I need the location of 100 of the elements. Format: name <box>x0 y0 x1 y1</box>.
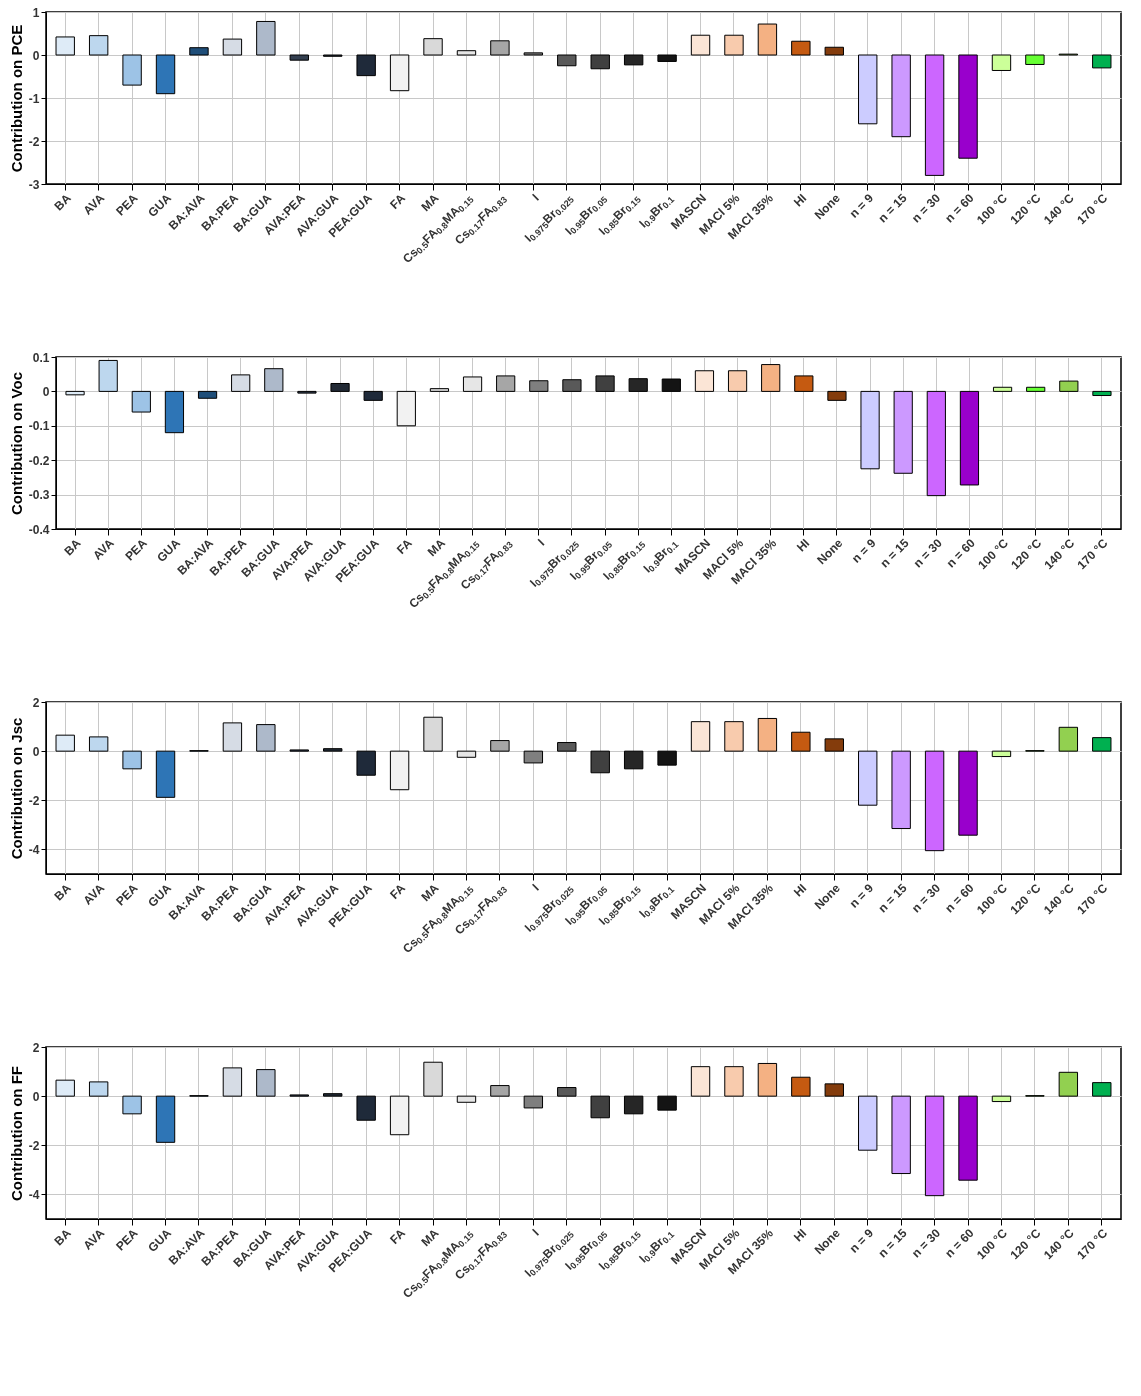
bar <box>991 54 1012 71</box>
bar <box>794 375 814 392</box>
bar <box>423 38 443 56</box>
bar <box>155 1095 176 1143</box>
x-tick-label: FA <box>394 535 416 557</box>
y-axis-title: Contribution on Jsc <box>7 717 25 860</box>
bar <box>155 750 176 798</box>
bar <box>757 717 778 752</box>
x-tick-label: n = 60 <box>942 1225 977 1261</box>
x-tick-label: FA <box>387 880 409 902</box>
bar <box>858 750 878 806</box>
bar <box>88 1081 109 1097</box>
bar <box>122 54 142 86</box>
bar <box>523 52 544 56</box>
x-tick-label: AVA <box>80 880 108 908</box>
bar <box>490 40 510 56</box>
bar <box>891 1095 911 1175</box>
bar <box>1058 1071 1079 1097</box>
bar <box>824 1083 844 1097</box>
x-tick-label: I <box>529 1226 542 1239</box>
bar <box>590 54 610 70</box>
bar <box>330 382 350 392</box>
y-tick-label: 0.1 <box>32 350 50 365</box>
bar <box>926 390 946 497</box>
bar <box>958 750 978 836</box>
y-tick-label: -0.3 <box>28 488 50 503</box>
bar <box>858 54 878 125</box>
bar <box>924 750 945 852</box>
bar <box>557 742 577 752</box>
bar <box>197 390 218 399</box>
bar <box>389 54 410 92</box>
bar <box>222 38 243 56</box>
bar <box>122 750 142 770</box>
x-tick-label: n = 15 <box>875 190 910 226</box>
bar <box>661 378 681 392</box>
y-axis-title: Contribution on PCE <box>7 24 25 173</box>
x-tick-label: HI <box>790 881 810 900</box>
x-tick-label: n = 30 <box>908 880 944 916</box>
bar <box>958 54 978 159</box>
x-tick-label: n = 30 <box>910 535 946 571</box>
bar <box>423 716 443 752</box>
bar <box>657 1095 677 1111</box>
x-tick-label: n = 30 <box>908 190 944 226</box>
x-tick-label: AVA <box>80 1225 108 1253</box>
bar <box>456 1095 477 1103</box>
x-tick-label: I <box>529 191 542 204</box>
y-tick-label: -0.4 <box>28 522 50 537</box>
y-tick-label: 2 <box>32 1040 40 1055</box>
x-tick-label: BA <box>61 535 84 559</box>
x-tick-label: AVA <box>90 535 117 563</box>
x-tick-label: n = 30 <box>908 1225 944 1261</box>
bar <box>958 1095 978 1181</box>
bar <box>824 738 844 752</box>
bar <box>891 750 911 830</box>
bar <box>55 734 75 752</box>
bar <box>1026 386 1046 392</box>
bar <box>429 388 450 392</box>
bar <box>256 724 276 752</box>
bar <box>1092 390 1112 397</box>
x-tick-label: n = 15 <box>877 535 912 571</box>
bar <box>256 1069 276 1097</box>
bar <box>791 1076 811 1097</box>
bar <box>122 1095 142 1115</box>
bar <box>657 54 677 62</box>
bar <box>623 1095 644 1115</box>
bar <box>88 736 109 752</box>
x-tick-label: HI <box>793 536 813 555</box>
bar <box>757 23 778 56</box>
bar <box>690 34 711 56</box>
bar <box>523 1095 544 1109</box>
bar <box>289 54 309 61</box>
bar <box>557 54 577 67</box>
bar <box>1059 380 1079 392</box>
bar <box>55 1079 75 1097</box>
y-tick-label: -4 <box>28 842 40 857</box>
bar <box>222 1067 243 1097</box>
y-axis-title: Contribution on FF <box>7 1066 25 1201</box>
bar <box>727 370 748 392</box>
x-tick-label: n = 15 <box>875 1225 910 1261</box>
x-tick-label: n = 60 <box>942 880 977 916</box>
bar <box>1092 54 1112 69</box>
bar <box>590 1095 610 1119</box>
bar <box>562 379 582 392</box>
bar <box>590 750 610 774</box>
bar <box>456 50 477 56</box>
bar <box>55 36 75 56</box>
bar <box>1058 726 1079 752</box>
bar <box>623 54 644 66</box>
bar <box>356 750 376 776</box>
bar <box>595 375 615 392</box>
x-tick-label: HI <box>790 1226 810 1245</box>
bar <box>860 390 880 470</box>
bar <box>690 721 711 752</box>
bar <box>924 1095 945 1197</box>
bar <box>462 376 483 392</box>
y-tick-label: -2 <box>28 793 40 808</box>
bar <box>155 54 176 95</box>
bar <box>396 390 416 427</box>
bar <box>827 390 847 401</box>
bar <box>891 54 911 138</box>
